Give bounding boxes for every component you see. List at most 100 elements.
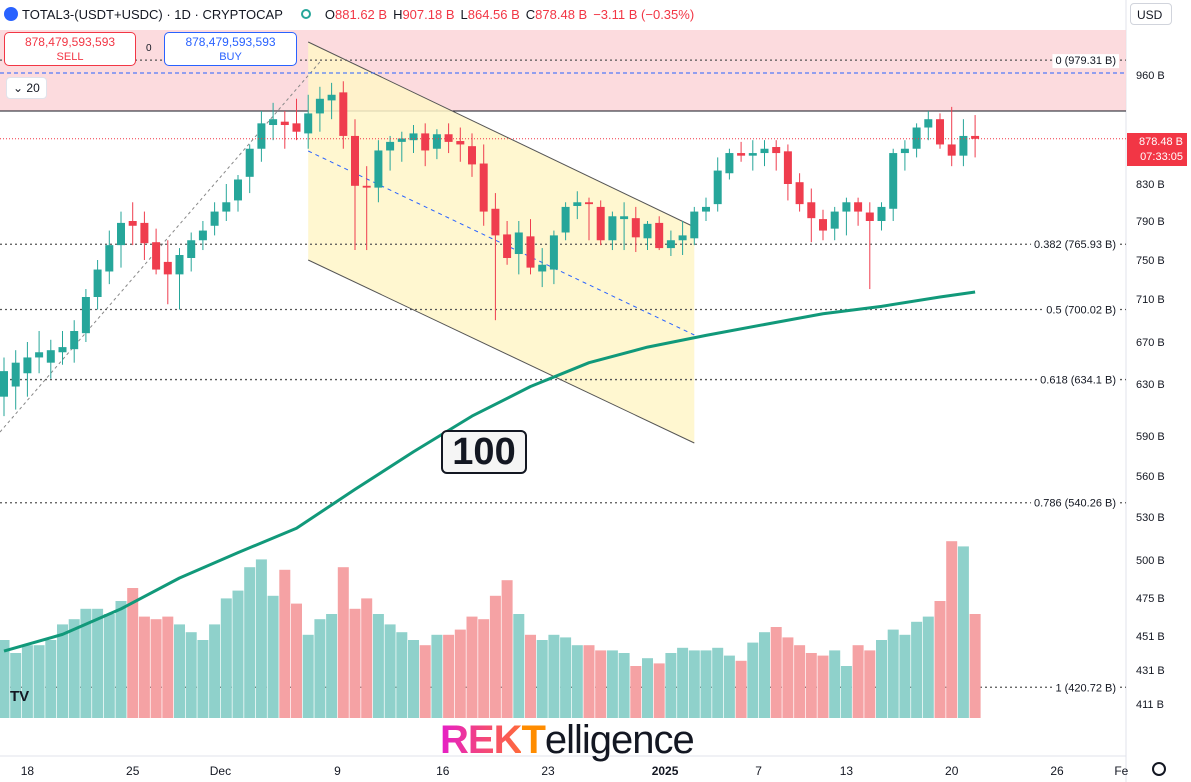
volume-bar [431, 634, 443, 718]
brand-part1: REK [440, 718, 522, 762]
ma-annotation-label: 100 [441, 430, 527, 474]
candle-body [11, 362, 20, 387]
volume-bar [583, 645, 595, 718]
volume-bar [162, 616, 174, 718]
x-tick-label: 26 [1050, 764, 1064, 778]
candle-body [46, 350, 55, 363]
fib-level-label: 0.786 (540.26 B) [1034, 498, 1116, 510]
visibility-eye-icon[interactable] [300, 9, 311, 19]
volume-bar [571, 645, 583, 718]
y-tick-label: 750 B [1136, 255, 1165, 267]
volume-bar [80, 608, 92, 718]
volume-bar [209, 624, 221, 718]
fib-level-label: 0 (979.31 B) [1055, 55, 1116, 67]
fib-level-label: 0.618 (634.1 B) [1040, 375, 1116, 387]
close-value: 878.48 B [535, 6, 588, 22]
candle-body [128, 221, 137, 226]
candle-body [0, 371, 8, 397]
y-tick-label: 530 B [1136, 512, 1165, 524]
volume-bar [876, 640, 887, 718]
volume-bar [349, 608, 361, 718]
volume-bar [185, 632, 197, 718]
x-tick-label: 25 [126, 764, 140, 778]
y-tick-label: 790 B [1136, 216, 1165, 228]
buy-button[interactable]: 878,479,593,593 BUY [164, 32, 297, 66]
candle-body [362, 185, 371, 188]
currency-selector[interactable]: USD [1130, 3, 1172, 25]
candle-body [912, 127, 921, 149]
candle-body [222, 202, 231, 212]
candle-body [468, 146, 476, 165]
volume-bar [396, 632, 408, 718]
fib-label-bg [1031, 238, 1119, 253]
volume-bar [478, 619, 490, 718]
volume-bar [723, 655, 735, 718]
y-tick-label: 590 B [1136, 431, 1165, 443]
volume-bar [174, 624, 185, 718]
volume-bar [408, 640, 419, 718]
last-price-value: 878.48 B [1138, 136, 1183, 148]
candle-body [772, 147, 781, 154]
candle-body [175, 255, 184, 275]
candle-body [421, 133, 430, 151]
volume-bar [759, 632, 770, 718]
candle-body [503, 234, 512, 259]
candle-body [760, 148, 769, 154]
fib-label-bg [1031, 496, 1119, 511]
candle-body [35, 352, 44, 358]
candle-body [304, 113, 313, 134]
indicator-count: 20 [26, 81, 40, 95]
candle-body [327, 94, 336, 101]
volume-bar [887, 629, 899, 718]
volume-bar [314, 619, 326, 718]
low-value: 864.56 B [467, 6, 520, 22]
volume-bar [466, 616, 478, 718]
fib-level-label: 0.5 (700.02 B) [1046, 304, 1116, 316]
volume-bar [302, 634, 314, 718]
volume-bar [220, 598, 232, 718]
volume-bar [115, 601, 127, 718]
sell-button[interactable]: 878,479,593,593 SELL [4, 32, 136, 66]
candle-body [105, 245, 114, 272]
volume-bar [536, 640, 548, 718]
volume-bar [57, 624, 68, 718]
candle-body [655, 222, 664, 249]
y-tick-label: 960 B [1136, 70, 1165, 82]
symbol-title[interactable]: TOTAL3-(USDT+USDC) · 1D · CRYPTOCAP [22, 6, 283, 22]
y-tick-label: 411 B [1136, 699, 1164, 711]
y-tick-label: 431 B [1136, 665, 1165, 677]
volume-bar [653, 663, 665, 718]
candle-body [643, 223, 652, 239]
buy-label: BUY [219, 51, 242, 63]
candle-body [386, 141, 395, 151]
volume-bar [911, 621, 923, 718]
candle-body [631, 218, 640, 238]
candle-body [690, 211, 699, 239]
volume-bar [688, 650, 700, 718]
candle-body [795, 182, 804, 205]
candle-body [81, 296, 90, 334]
tradingview-logo[interactable]: TV [10, 688, 30, 705]
x-tick-label: Dec [210, 764, 231, 778]
candle-body [140, 222, 149, 244]
sell-label: SELL [56, 51, 84, 63]
x-tick-label: 13 [840, 764, 854, 778]
candle-body [538, 264, 547, 272]
fib-level-label: 1 (420.72 B) [1055, 682, 1116, 694]
ma-100-line [3, 290, 976, 653]
y-tick-label: 630 B [1136, 379, 1165, 391]
y-tick-label: 830 B [1136, 179, 1165, 191]
volume-bar [0, 640, 10, 718]
candle-body [678, 235, 687, 241]
candle-body [666, 240, 675, 249]
volume-bar [127, 588, 139, 718]
volume-bar [805, 653, 817, 718]
volume-bar [630, 666, 642, 718]
indicator-collapse-button[interactable]: ⌄ 20 [6, 77, 47, 99]
volume-bar [560, 637, 572, 718]
volume-bar [770, 627, 782, 718]
candle-body [257, 123, 266, 149]
settings-gear-icon[interactable] [1152, 762, 1166, 776]
volume-bar [794, 645, 806, 718]
